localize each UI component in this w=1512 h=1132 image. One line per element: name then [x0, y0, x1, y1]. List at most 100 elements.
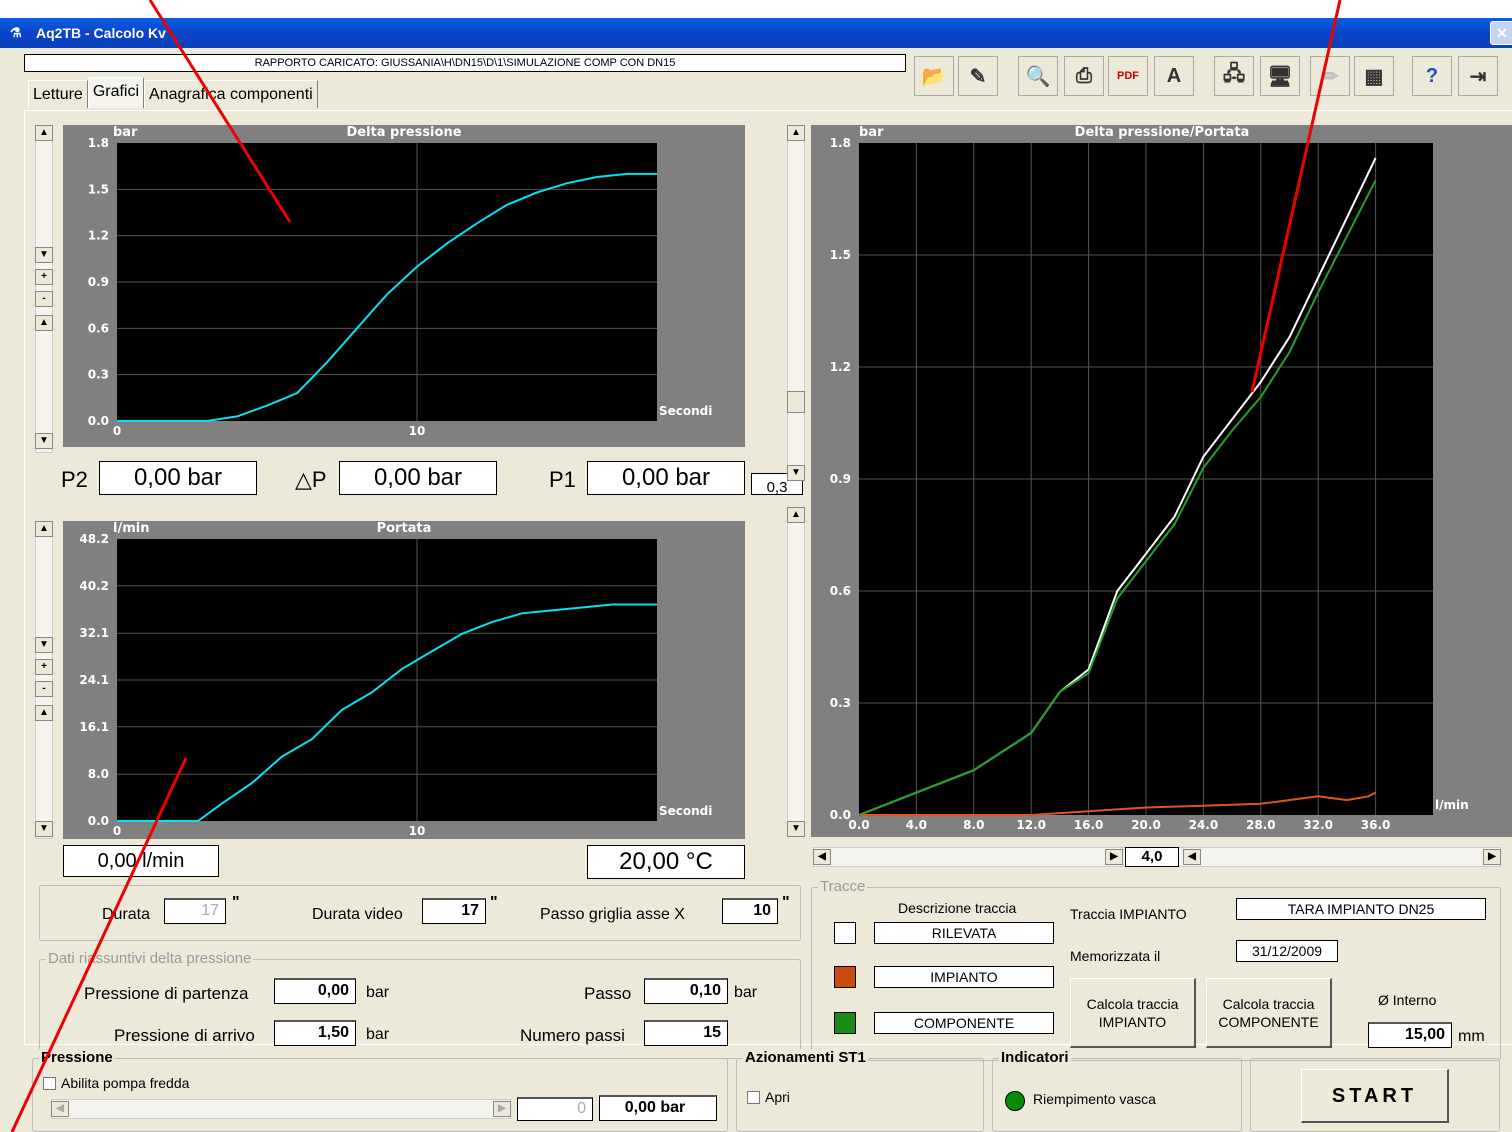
y-tick-label: 1.5 [830, 248, 851, 262]
y-tick-label: 32.1 [79, 626, 109, 640]
close-button[interactable]: ✕ [1490, 21, 1512, 45]
flow-scroll-up-button[interactable]: ▲ [35, 521, 53, 537]
x-tick-label: 0 [113, 424, 121, 438]
dp-readout: 0,00 bar [339, 461, 497, 495]
spreadsheet-icon: ▦ [1364, 65, 1384, 88]
passo-label: Passo [584, 984, 632, 1003]
x-unit-label: Secondi [659, 404, 712, 418]
passo-field[interactable]: 0,10 [644, 978, 728, 1004]
help-button[interactable]: ? [1412, 56, 1452, 96]
diametro-label: Ø Interno [1378, 992, 1437, 1008]
calcola-componente-button[interactable]: Calcola traccia COMPONENTE [1206, 978, 1332, 1048]
flow-zoom-in-button[interactable]: + [35, 659, 53, 675]
dp-scroll-upper[interactable] [787, 125, 805, 473]
preview-button[interactable]: 🔍 [1018, 56, 1058, 96]
x-scale-field[interactable]: 4,0 [1125, 847, 1179, 867]
duration-group: Durata 17 " Durata video 17 " Passo grig… [39, 885, 801, 941]
x-tick-label: 8.0 [963, 818, 984, 832]
pressure-zoom-out-button[interactable]: - [35, 291, 53, 307]
exit-button[interactable]: ⇥ [1458, 56, 1498, 96]
flow-scroll2-up-button[interactable]: ▲ [35, 705, 53, 721]
flow-zoom-out-button[interactable]: - [35, 681, 53, 697]
pressure-scroll2-down-button[interactable]: ▼ [35, 433, 53, 449]
dp-scroll-lower[interactable] [787, 507, 805, 837]
pressure-scroll-up-button[interactable]: ▲ [35, 125, 53, 141]
y-tick-label: 0.0 [830, 808, 851, 822]
y-tick-label: 48.2 [79, 532, 109, 546]
bottom-panel: Pressione Abilita pompa fredda ◀ ▶ 0 0,0… [0, 1046, 1512, 1132]
dp-scroll-up-button[interactable]: ▲ [787, 125, 805, 141]
partenza-unit: bar [366, 984, 390, 1001]
y-tick-label: 0.0 [88, 814, 109, 828]
tracce-title: Tracce [818, 878, 868, 895]
x-scroll-left-button[interactable]: ◀ [813, 849, 831, 865]
dp-flow-plot: 1.8 1.5 1.2 0.9 0.6 0.3 0.00.0 4.0 8.0 12.0 16.0 20… [830, 136, 1469, 832]
y-tick-label: 0.9 [88, 275, 109, 289]
arrivo-field[interactable]: 1,50 [274, 1020, 356, 1046]
y-tick-label: 0.6 [88, 321, 109, 335]
dp-scroll2-up-button[interactable]: ▲ [787, 507, 805, 523]
arrivo-label: Pressione di arrivo [114, 1026, 255, 1045]
passo-griglia-label: Passo griglia asse X [540, 906, 685, 923]
x-scroll-right-button[interactable]: ▶ [1105, 849, 1123, 865]
flow-unit: l/min [113, 521, 150, 536]
passo-griglia-field[interactable]: 10 [722, 898, 778, 924]
impianto-swatch [834, 966, 856, 988]
tab-bar: Letture Grafici Anagrafica componenti [28, 77, 318, 110]
pompa-fredda-checkbox[interactable] [43, 1077, 56, 1090]
pressure-zoom-in-button[interactable]: + [35, 269, 53, 285]
x-tick-label: 32.0 [1303, 818, 1333, 832]
impianto-field: IMPIANTO [874, 966, 1054, 988]
flow-scroll[interactable] [35, 521, 53, 839]
pressure-slider[interactable] [51, 1099, 511, 1119]
start-button[interactable]: START [1301, 1069, 1449, 1123]
text-document-button[interactable]: A [1154, 56, 1194, 96]
computer-button[interactable]: 🖥 [1260, 56, 1300, 96]
flow-scroll2-down-button[interactable]: ▼ [35, 821, 53, 837]
window-title: Aq2TB - Calcolo Kv [36, 25, 166, 41]
x-tick-label: 24.0 [1189, 818, 1219, 832]
p1-readout: 0,00 bar [587, 461, 745, 495]
durata-video-field[interactable]: 17 [422, 898, 486, 924]
y-tick-label: 1.2 [830, 360, 851, 374]
pressure-scroll-down-button[interactable]: ▼ [35, 247, 53, 263]
p1-label: P1 [549, 467, 576, 492]
dp-scroll-thumb[interactable] [787, 391, 805, 413]
tab-letture[interactable]: Letture [28, 80, 88, 108]
dp-scroll2-down-button[interactable]: ▼ [787, 821, 805, 837]
numero-passi-field[interactable]: 15 [644, 1020, 728, 1046]
edit-report-icon: ✎ [969, 65, 987, 88]
pdf-button[interactable]: PDF [1108, 56, 1148, 96]
open-report-button[interactable]: 📂 [914, 56, 954, 96]
slider-value: 0 [517, 1097, 593, 1121]
pressure-scroll-upper[interactable] [35, 125, 53, 453]
dp-scroll-down-button[interactable]: ▼ [787, 465, 805, 481]
pressure-scroll2-up-button[interactable]: ▲ [35, 315, 53, 331]
azionamenti-title: Azionamenti ST1 [743, 1049, 868, 1066]
partenza-label: Pressione di partenza [84, 984, 249, 1003]
edit-report-button[interactable]: ✎ [958, 56, 998, 96]
calcola-impianto-button[interactable]: Calcola traccia IMPIANTO [1070, 978, 1196, 1048]
spreadsheet-button[interactable]: ▦ [1354, 56, 1394, 96]
slider-right-button[interactable]: ▶ [493, 1101, 511, 1117]
x-scale-left-button[interactable]: ◀ [1183, 849, 1201, 865]
apri-checkbox[interactable] [747, 1091, 760, 1104]
tab-grafici[interactable]: Grafici [87, 77, 145, 108]
y-tick-label: 1.8 [830, 136, 851, 150]
pressione-group: Pressione Abilita pompa fredda ◀ ▶ 0 0,0… [32, 1049, 728, 1132]
disabled-pen-button[interactable]: ✏ [1310, 56, 1350, 96]
pressione-title: Pressione [39, 1049, 115, 1066]
computer-network-button[interactable]: 🖧 [1214, 56, 1254, 96]
x-tick-label: 4.0 [906, 818, 927, 832]
slider-left-button[interactable]: ◀ [51, 1101, 69, 1117]
y-tick-label: 1.5 [88, 182, 109, 196]
flow-scroll-down-button[interactable]: ▼ [35, 637, 53, 653]
tab-anagrafica[interactable]: Anagrafica componenti [144, 80, 318, 108]
partenza-field[interactable]: 0,00 [274, 978, 356, 1004]
diametro-field[interactable]: 15,00 [1368, 1022, 1452, 1048]
print-button[interactable]: ⎙ [1064, 56, 1104, 96]
apri-label: Apri [765, 1089, 790, 1105]
x-scroll-end-button[interactable]: ▶ [1483, 849, 1501, 865]
dp-flow-chart: bar Delta pressione/Portata 1.8 1.5 1.2 0.9… [811, 125, 1512, 837]
x-tick-label: 0.0 [848, 818, 869, 832]
